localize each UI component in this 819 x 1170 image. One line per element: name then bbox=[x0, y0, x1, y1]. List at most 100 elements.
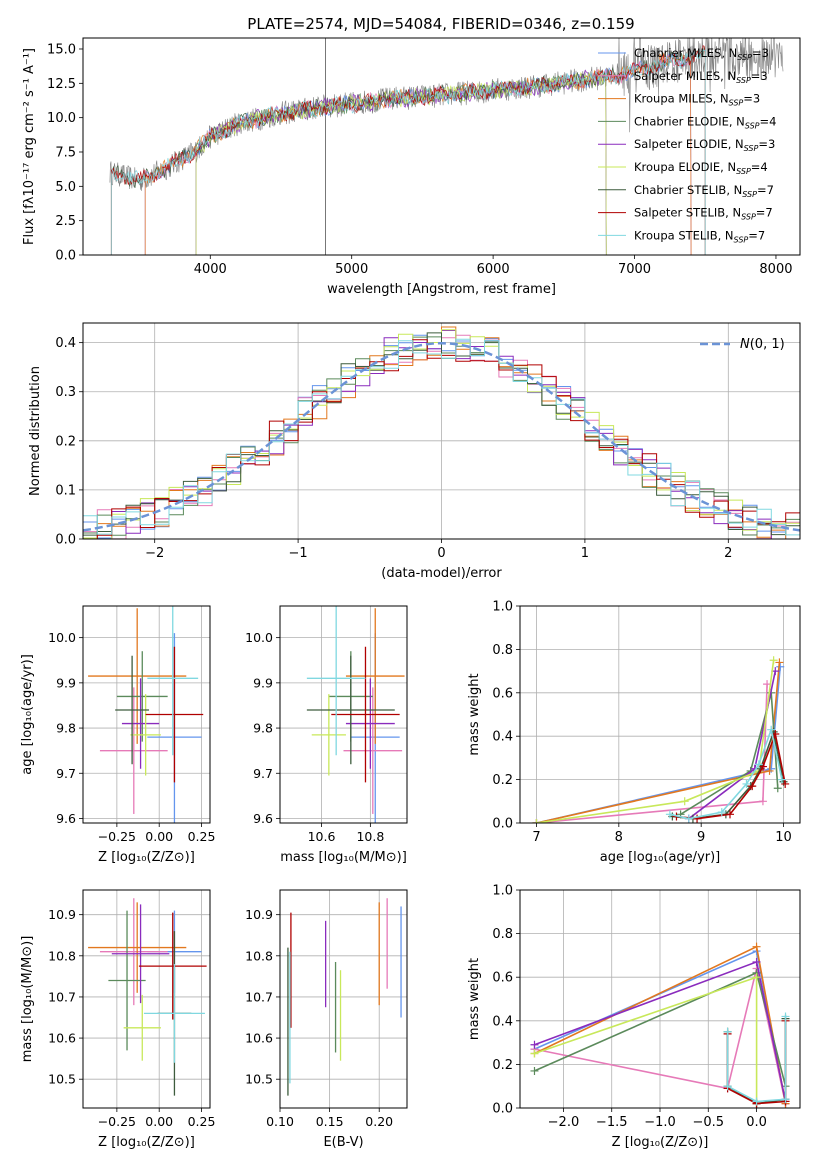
y-tick-label: 9.6 bbox=[56, 811, 76, 826]
y-tick-label: 10.6 bbox=[245, 1031, 273, 1046]
y-tick-label: 12.5 bbox=[47, 77, 76, 92]
weight-marker bbox=[767, 725, 776, 734]
x-axis-label: mass [log₁₀(M/M⊙)] bbox=[280, 850, 407, 865]
weight-marker bbox=[680, 797, 689, 806]
gaussian-curve bbox=[83, 341, 800, 532]
x-tick-label: 0.0 bbox=[746, 1115, 767, 1130]
x-tick-label: 10.8 bbox=[356, 829, 384, 844]
x-axis-label: wavelength [Angstrom, rest frame] bbox=[327, 282, 556, 297]
x-tick-label: 8 bbox=[615, 830, 623, 845]
y-axis-label: Flux [fλ10⁻¹⁷ erg cm⁻² s⁻¹ A⁻¹] bbox=[22, 48, 37, 245]
x-axis-label: (data-model)/error bbox=[381, 566, 502, 581]
legend-label: Kroupa MILES, NSSP=3 bbox=[634, 92, 760, 108]
legend-label: Chabrier STELIB, NSSP=7 bbox=[634, 183, 774, 199]
ebv_mass-panel: 0.10 0.15 0.20 10.5 10.6 10.7 10.8 10.9 E(B-V) bbox=[245, 889, 408, 1150]
weight-marker bbox=[776, 662, 785, 671]
y-tick-label: 0.8 bbox=[492, 643, 513, 658]
weight-marker bbox=[765, 766, 774, 775]
mass_age-panel: 10.6 10.8 9.6 9.7 9.8 9.9 10.0 mass [log₁₀(M/M⊙… bbox=[245, 605, 408, 865]
plot-area bbox=[306, 606, 405, 823]
z_weight-panel: −2.0 −1.5 −1.0 −0.5 0.0 0.0 0.2 0.4 0.6 0.8 1.0 Z [… bbox=[467, 884, 801, 1150]
y-tick-label: 0.1 bbox=[55, 483, 76, 498]
chart-panels: 4000 5000 6000 7000 80000.02.55.07.510.012.5… bbox=[20, 37, 801, 1150]
x-tick-label: −0.25 bbox=[98, 1114, 136, 1129]
y-tick-label: 15.0 bbox=[47, 42, 76, 57]
weight-marker bbox=[758, 762, 767, 771]
axes-frame bbox=[279, 605, 408, 824]
x-tick-label: 0.10 bbox=[266, 1114, 294, 1129]
weight-marker bbox=[752, 957, 761, 966]
x-tick-label: −0.5 bbox=[692, 1115, 724, 1130]
y-tick-label: 0.3 bbox=[55, 385, 76, 400]
weight-marker bbox=[781, 779, 790, 788]
legend-label: Salpeter MILES, NSSP=3 bbox=[634, 69, 768, 85]
weight-line bbox=[536, 666, 781, 823]
grid-lines bbox=[520, 605, 800, 824]
x-tick-label: 0 bbox=[437, 546, 445, 561]
y-tick-label: 10.0 bbox=[48, 630, 76, 645]
model-spectrum-chabrier-miles bbox=[144, 52, 692, 255]
grid-lines bbox=[279, 890, 407, 1108]
z_age-panel: −0.25 0.00 0.25 9.6 9.7 9.8 9.9 10.0 Z [log₁₀(Z/… bbox=[20, 605, 215, 865]
y-tick-label: 1.0 bbox=[492, 884, 513, 899]
model-spectrum-kroupa-stelib bbox=[110, 49, 706, 255]
weight-marker bbox=[723, 1027, 732, 1036]
legend-label: Kroupa ELODIE, NSSP=4 bbox=[634, 160, 768, 176]
weight-marker bbox=[775, 658, 784, 667]
weight-marker bbox=[665, 810, 674, 819]
x-tick-label: −2.0 bbox=[548, 1115, 580, 1130]
legend-label: Chabrier MILES, NSSP=3 bbox=[634, 46, 769, 62]
model-spectrum-salpeter-miles bbox=[144, 53, 692, 255]
y-tick-label: 10.8 bbox=[48, 948, 76, 963]
weight-marker bbox=[752, 973, 761, 982]
x-tick-label: 0.00 bbox=[145, 829, 173, 844]
weight-marker bbox=[748, 782, 757, 791]
x-tick-label: −2 bbox=[145, 546, 164, 561]
y-tick-label: 2.5 bbox=[55, 214, 76, 229]
y-tick-label: 0.4 bbox=[55, 336, 76, 351]
axes-frame bbox=[82, 889, 211, 1109]
z_mass-panel: −0.25 0.00 0.25 10.5 10.6 10.7 10.8 10.9 Z [log₁… bbox=[20, 889, 215, 1150]
axes-frame bbox=[279, 889, 408, 1109]
y-tick-label: 10.7 bbox=[48, 989, 76, 1004]
weight-marker bbox=[752, 1097, 761, 1106]
y-tick-label: 7.5 bbox=[55, 145, 76, 160]
y-tick-label: 10.0 bbox=[245, 630, 273, 645]
y-tick-label: 0.2 bbox=[492, 1058, 513, 1073]
residual-histogram bbox=[83, 338, 800, 539]
model-spectrum-kroupa-miles bbox=[144, 51, 692, 255]
weight-line bbox=[536, 684, 768, 823]
x-tick-label: 0.20 bbox=[365, 1114, 393, 1129]
x-tick-label: −1.0 bbox=[644, 1115, 676, 1130]
plot-area bbox=[530, 942, 790, 1108]
y-tick-label: 10.0 bbox=[47, 111, 76, 126]
axes-frame bbox=[82, 605, 211, 824]
axes-frame bbox=[82, 322, 801, 540]
weight-line bbox=[536, 660, 775, 823]
x-tick-label: 10 bbox=[775, 830, 792, 845]
axes-frame bbox=[82, 37, 801, 256]
y-tick-label: 9.8 bbox=[56, 721, 76, 736]
x-tick-label: 8000 bbox=[759, 262, 792, 277]
x-tick-label: 1 bbox=[581, 546, 589, 561]
weight-marker bbox=[684, 814, 693, 823]
weight-marker bbox=[773, 784, 782, 793]
weight-marker bbox=[781, 1012, 790, 1021]
plot-area bbox=[532, 656, 790, 823]
x-tick-label: 2 bbox=[724, 546, 732, 561]
legend-label: Kroupa STELIB, NSSP=7 bbox=[634, 228, 765, 244]
x-axis-label: Z [log₁₀(Z/Z⊙)] bbox=[98, 1135, 195, 1150]
weight-marker bbox=[754, 760, 763, 769]
legend-label: Chabrier ELODIE, NSSP=4 bbox=[634, 114, 776, 130]
legend-label: Salpeter STELIB, NSSP=7 bbox=[634, 206, 773, 222]
x-tick-label: 10.6 bbox=[308, 829, 336, 844]
plot-area bbox=[88, 898, 207, 1096]
x-tick-label: 6000 bbox=[477, 262, 510, 277]
x-tick-label: 4000 bbox=[194, 262, 227, 277]
grid-lines bbox=[280, 606, 407, 823]
x-tick-label: −1 bbox=[289, 546, 308, 561]
plot-area bbox=[109, 38, 784, 255]
plot-area bbox=[83, 326, 800, 539]
axes-frame bbox=[519, 605, 801, 824]
